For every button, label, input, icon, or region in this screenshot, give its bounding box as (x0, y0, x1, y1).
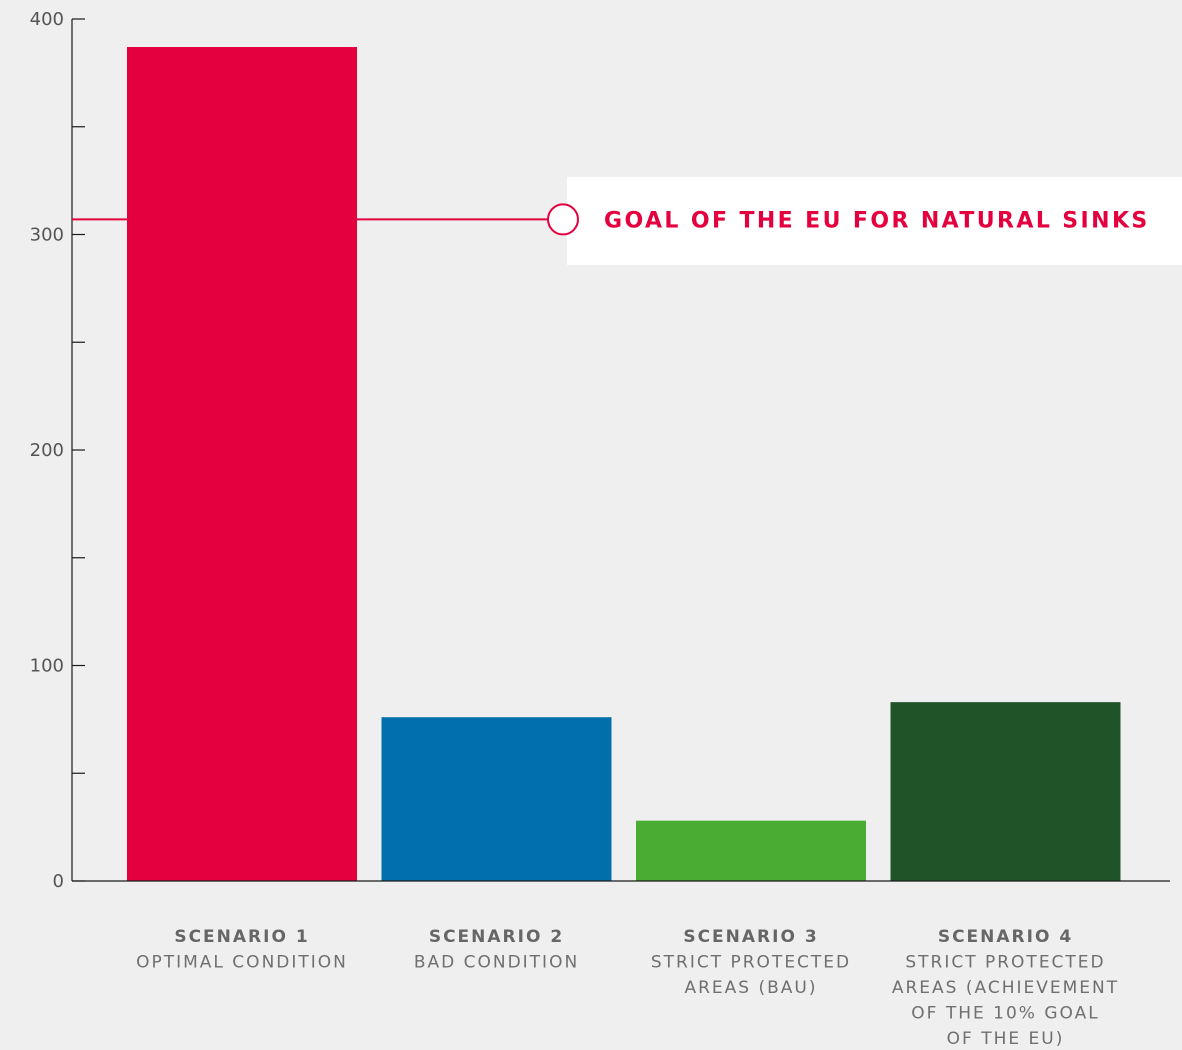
category-subtitle-4: OF THE 10% GOAL (911, 1004, 1099, 1024)
y-tick-label: 300 (30, 225, 64, 246)
category-title-3: SCENARIO 3 (683, 927, 818, 947)
y-tick-label: 400 (30, 9, 64, 30)
category-subtitle-1: OPTIMAL CONDITION (136, 953, 348, 973)
category-subtitle-4: STRICT PROTECTED (905, 953, 1105, 973)
category-subtitle-2: BAD CONDITION (414, 953, 579, 973)
y-tick-label: 0 (53, 871, 64, 892)
bar-scenario-2 (381, 717, 612, 881)
category-title-1: SCENARIO 1 (174, 927, 309, 947)
y-tick-label: 100 (30, 656, 64, 677)
y-tick-label: 200 (30, 440, 64, 461)
category-subtitle-4: AREAS (ACHIEVEMENT (892, 978, 1119, 998)
bar-scenario-1 (127, 47, 357, 881)
category-labels: SCENARIO 1 OPTIMAL CONDITION SCENARIO 2 BAD… (136, 927, 1119, 1049)
category-subtitle-3: AREAS (BAU) (684, 978, 817, 998)
category-subtitle-4: OF THE EU) (947, 1029, 1065, 1049)
y-axis: 0 100 200 300 400 (30, 9, 85, 892)
bar-scenario-3 (636, 820, 866, 881)
bars-group (127, 47, 1121, 881)
bar-scenario-4 (890, 702, 1121, 881)
goal-marker-circle (547, 203, 579, 236)
category-title-2: SCENARIO 2 (429, 927, 564, 947)
category-subtitle-3: STRICT PROTECTED (651, 953, 851, 973)
goal-reference-group: GOAL OF THE EU FOR NATURAL SINKS (72, 177, 1182, 265)
category-title-4: SCENARIO 4 (938, 927, 1073, 947)
goal-label: GOAL OF THE EU FOR NATURAL SINKS (604, 208, 1150, 233)
goal-label-box (567, 177, 1182, 265)
